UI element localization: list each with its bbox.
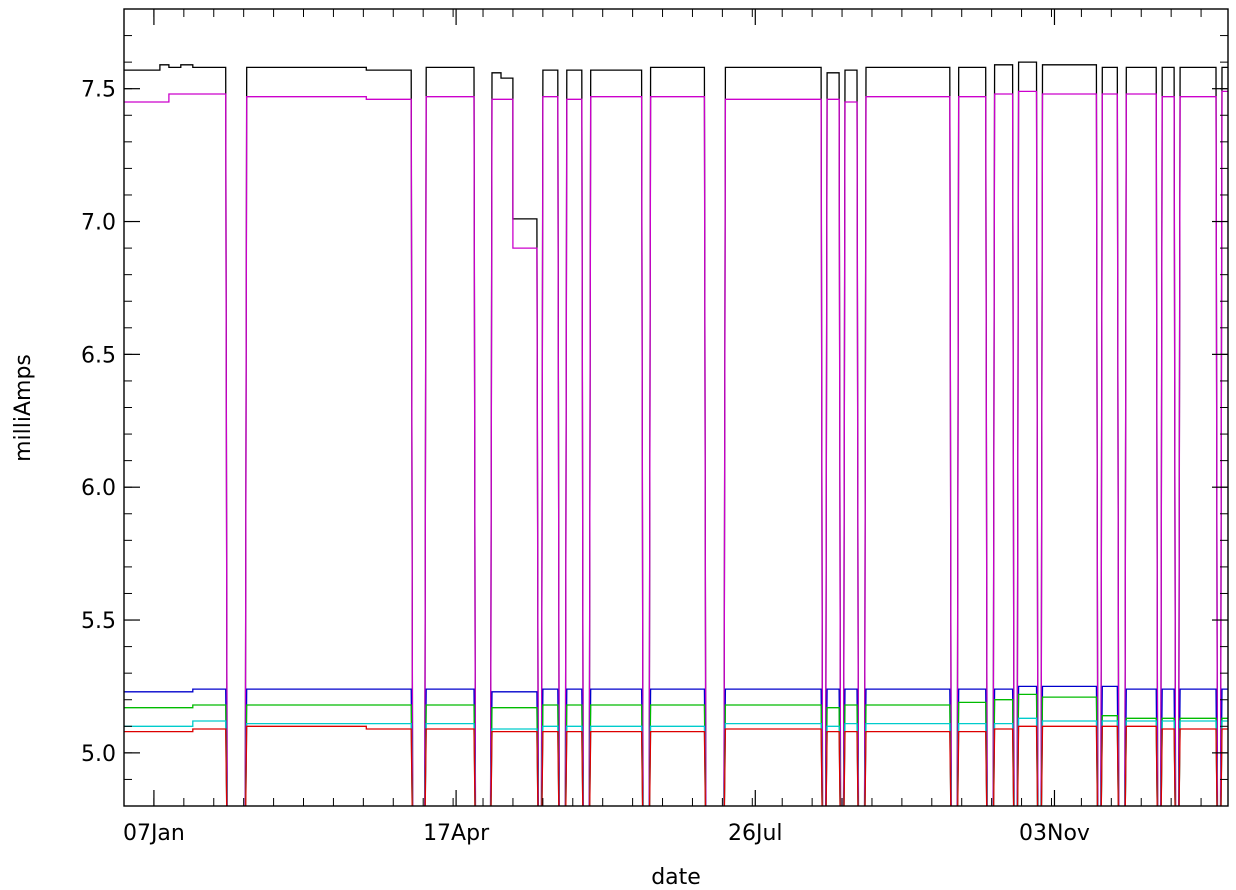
y-axis-title: milliAmps <box>11 354 36 462</box>
y-tick-label: 5.0 <box>81 742 116 767</box>
labels-layer: 5.0 5.5 6.0 6.5 7.0 7.5 07Jan 17Apr 26Jul 03Nov <box>81 78 1090 846</box>
x-tick-label: 03Nov <box>1019 821 1090 846</box>
y-tick-label: 7.0 <box>81 211 116 236</box>
y-tick-label: 6.5 <box>81 343 116 368</box>
plot-frame <box>123 8 1229 807</box>
x-axis-title: date <box>651 865 701 890</box>
x-tick-label: 07Jan <box>123 821 185 846</box>
y-tick-label: 7.5 <box>81 78 116 103</box>
series-line-5 <box>124 725 1228 806</box>
x-tick-label: 17Apr <box>423 821 490 846</box>
x-tick-label: 26Jul <box>728 821 783 846</box>
y-tick-label: 5.5 <box>81 609 116 634</box>
series-line-0 <box>124 61 1228 806</box>
y-tick-label: 6.0 <box>81 476 116 501</box>
series-line-1 <box>124 90 1228 806</box>
series-layer <box>124 61 1228 806</box>
